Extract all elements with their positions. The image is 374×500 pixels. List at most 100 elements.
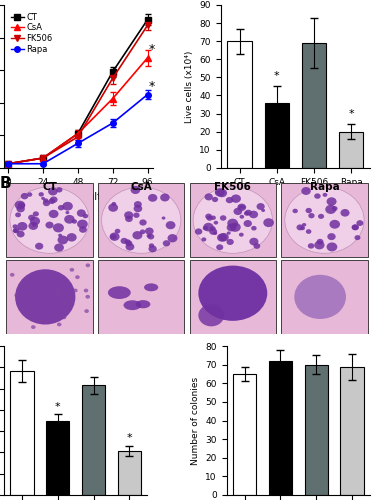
Circle shape xyxy=(43,200,50,206)
Circle shape xyxy=(251,226,257,230)
Circle shape xyxy=(249,210,258,218)
Circle shape xyxy=(110,234,116,239)
Circle shape xyxy=(65,211,69,214)
Circle shape xyxy=(219,233,229,241)
Circle shape xyxy=(254,243,260,249)
Bar xyxy=(46,421,69,495)
Circle shape xyxy=(85,295,90,298)
Circle shape xyxy=(257,203,265,210)
Circle shape xyxy=(12,224,18,228)
Circle shape xyxy=(14,294,19,297)
Circle shape xyxy=(28,214,35,220)
Circle shape xyxy=(352,224,359,230)
Circle shape xyxy=(58,205,64,210)
Bar xyxy=(82,386,105,495)
Text: *: * xyxy=(349,109,354,119)
Circle shape xyxy=(46,222,53,228)
Circle shape xyxy=(140,230,145,234)
Circle shape xyxy=(215,188,225,196)
Circle shape xyxy=(244,211,249,216)
Circle shape xyxy=(70,268,74,272)
Circle shape xyxy=(16,206,25,212)
Bar xyxy=(302,43,326,168)
Circle shape xyxy=(148,246,157,252)
Circle shape xyxy=(134,201,142,207)
Circle shape xyxy=(27,192,32,196)
Circle shape xyxy=(124,212,133,219)
Circle shape xyxy=(203,223,214,232)
Circle shape xyxy=(58,234,62,237)
Circle shape xyxy=(240,215,244,218)
FancyBboxPatch shape xyxy=(190,184,276,257)
Circle shape xyxy=(306,208,312,213)
Circle shape xyxy=(325,205,336,214)
FancyBboxPatch shape xyxy=(6,184,93,257)
Bar xyxy=(269,361,292,495)
Circle shape xyxy=(166,221,175,230)
Text: CT: CT xyxy=(42,182,57,192)
Circle shape xyxy=(39,192,44,196)
Circle shape xyxy=(131,186,140,194)
Circle shape xyxy=(10,273,15,276)
Circle shape xyxy=(68,296,73,299)
Circle shape xyxy=(317,239,324,244)
Circle shape xyxy=(56,187,62,192)
Circle shape xyxy=(50,196,58,203)
Text: Rapa: Rapa xyxy=(310,182,339,192)
Circle shape xyxy=(318,214,324,219)
Circle shape xyxy=(231,194,241,203)
Y-axis label: Number of colonies: Number of colonies xyxy=(191,376,200,464)
Circle shape xyxy=(302,223,306,226)
Circle shape xyxy=(57,322,61,326)
Ellipse shape xyxy=(15,270,76,324)
Ellipse shape xyxy=(123,300,141,310)
FancyBboxPatch shape xyxy=(98,184,184,257)
Circle shape xyxy=(205,214,212,220)
Circle shape xyxy=(84,309,89,313)
Circle shape xyxy=(201,238,206,242)
Circle shape xyxy=(216,244,223,250)
Circle shape xyxy=(327,242,337,252)
Circle shape xyxy=(62,202,73,210)
Circle shape xyxy=(149,244,154,248)
Ellipse shape xyxy=(193,187,272,254)
Circle shape xyxy=(43,198,48,203)
Circle shape xyxy=(39,320,43,323)
Circle shape xyxy=(62,316,66,320)
Circle shape xyxy=(314,241,325,250)
FancyBboxPatch shape xyxy=(6,260,93,334)
Circle shape xyxy=(329,220,340,228)
Ellipse shape xyxy=(285,187,364,254)
Circle shape xyxy=(327,233,336,240)
Circle shape xyxy=(308,243,315,248)
Bar xyxy=(340,366,364,495)
Circle shape xyxy=(31,325,36,329)
Circle shape xyxy=(147,234,154,239)
Circle shape xyxy=(64,215,75,224)
Circle shape xyxy=(340,209,350,216)
Circle shape xyxy=(301,187,311,195)
Circle shape xyxy=(51,313,55,317)
Text: *: * xyxy=(274,71,280,81)
Circle shape xyxy=(327,198,337,205)
Circle shape xyxy=(227,218,238,228)
FancyBboxPatch shape xyxy=(281,260,368,334)
Circle shape xyxy=(147,234,151,238)
Circle shape xyxy=(332,206,338,211)
Circle shape xyxy=(205,194,213,200)
Ellipse shape xyxy=(198,266,267,321)
Circle shape xyxy=(203,226,208,230)
Circle shape xyxy=(77,210,86,217)
Circle shape xyxy=(261,209,265,212)
Ellipse shape xyxy=(144,284,158,292)
Circle shape xyxy=(73,288,78,292)
Circle shape xyxy=(110,232,120,241)
Circle shape xyxy=(227,232,231,234)
Text: *: * xyxy=(149,44,155,57)
Circle shape xyxy=(134,205,142,212)
Text: *: * xyxy=(149,80,155,93)
Circle shape xyxy=(15,200,25,209)
Circle shape xyxy=(163,240,170,246)
Circle shape xyxy=(53,223,64,232)
Circle shape xyxy=(300,226,305,230)
